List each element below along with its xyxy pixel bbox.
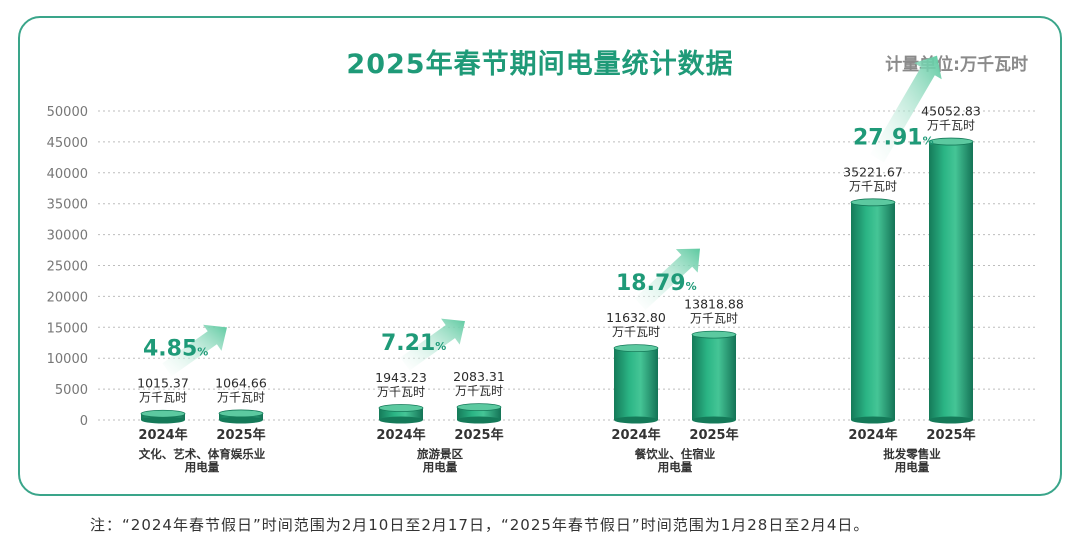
bar-value-label: 1943.23: [375, 370, 427, 385]
y-tick-label: 35000: [47, 198, 88, 213]
y-tick-label: 25000: [47, 260, 88, 275]
growth-label: 27.91%: [853, 125, 934, 150]
bar-unit-label: 万千瓦时: [612, 325, 660, 339]
bar-bottom: [851, 416, 895, 424]
growth-arrow: [400, 318, 465, 371]
bar-unit-label: 万千瓦时: [927, 119, 975, 133]
category-label: 文化、艺术、体育娱乐业: [139, 447, 266, 461]
bar-unit-label: 万千瓦时: [455, 384, 503, 398]
bar-value-label: 13818.88: [684, 297, 744, 312]
bar-value-label: 35221.67: [843, 164, 903, 179]
growth-arrow: [162, 324, 227, 377]
x-tick-label: 2024年: [611, 427, 660, 443]
growth-label: 7.21%: [381, 331, 446, 356]
y-tick-label: 5000: [55, 383, 88, 398]
y-tick-label: 40000: [47, 167, 88, 182]
bar-unit-label: 万千瓦时: [139, 391, 187, 405]
bar-unit-label: 万千瓦时: [217, 390, 265, 404]
bar: [851, 202, 895, 420]
bar-top: [613, 344, 659, 353]
y-tick-label: 0: [80, 414, 88, 429]
bar-top: [218, 409, 264, 418]
x-tick-label: 2025年: [454, 427, 503, 443]
bar-value-label: 1064.66: [215, 375, 267, 390]
growth-arrow: [634, 248, 700, 310]
x-tick-label: 2025年: [216, 427, 265, 443]
category-label: 用电量: [184, 460, 220, 474]
bar-top: [691, 330, 737, 339]
x-tick-label: 2024年: [848, 427, 897, 443]
bar-top: [456, 403, 502, 412]
bar-value-label: 11632.80: [606, 310, 666, 325]
growth-arrow: [870, 55, 942, 163]
footnote: 注：“2024年春节假日”时间范围为2月10日至2月17日，“2025年春节假日…: [90, 516, 870, 534]
bar-unit-label: 万千瓦时: [849, 179, 897, 193]
bar-value-label: 1015.37: [137, 376, 189, 391]
growth-label: 4.85%: [143, 337, 208, 362]
category-label: 用电量: [422, 460, 458, 474]
category-label: 用电量: [657, 460, 693, 474]
y-tick-label: 20000: [47, 290, 88, 305]
category-label: 批发零售业: [883, 447, 941, 461]
bar-bottom: [614, 416, 658, 424]
growth-label: 18.79%: [616, 271, 697, 296]
bar: [614, 348, 658, 420]
bar-bottom: [692, 416, 736, 424]
bar-top: [378, 404, 424, 412]
category-label: 旅游景区: [417, 447, 463, 461]
y-tick-label: 30000: [47, 229, 88, 244]
y-tick-label: 45000: [47, 136, 88, 151]
bar-bottom: [379, 416, 423, 424]
y-tick-label: 50000: [47, 105, 88, 120]
bar: [692, 334, 736, 420]
bar-unit-label: 万千瓦时: [377, 385, 425, 399]
chart-title: 2025年春节期间电量统计数据: [346, 49, 734, 80]
x-tick-label: 2025年: [689, 427, 738, 443]
bar-bottom: [457, 416, 501, 424]
category-label: 用电量: [894, 460, 930, 474]
bar-top: [850, 198, 896, 207]
bar-value-label: 45052.83: [921, 104, 981, 119]
bar: [929, 141, 973, 420]
bar-top: [140, 409, 186, 418]
bar-bottom: [219, 416, 263, 424]
bar-bottom: [929, 416, 973, 424]
bar-value-label: 2083.31: [453, 369, 505, 384]
x-tick-label: 2025年: [926, 427, 975, 443]
category-label: 餐饮业、住宿业: [634, 447, 716, 461]
bar-bottom: [141, 416, 185, 424]
y-tick-label: 10000: [47, 352, 88, 367]
x-tick-label: 2024年: [138, 427, 187, 443]
x-tick-label: 2024年: [376, 427, 425, 443]
bar-unit-label: 万千瓦时: [690, 312, 738, 326]
y-tick-label: 15000: [47, 321, 88, 336]
bar-top: [928, 137, 974, 146]
